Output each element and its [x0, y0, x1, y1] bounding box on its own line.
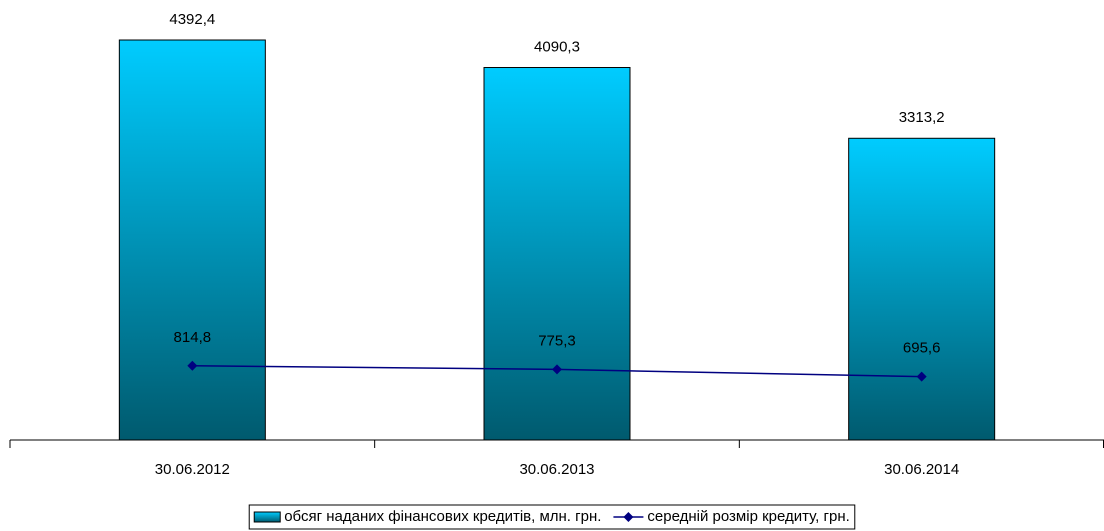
- x-tick-label: 30.06.2012: [155, 461, 230, 478]
- legend-marker: [623, 512, 634, 522]
- data-label: 4392,4: [169, 11, 215, 28]
- x-tick-label: 30.06.2013: [519, 461, 594, 478]
- legend-swatch: [253, 511, 281, 523]
- x-tick-label: 30.06.2014: [884, 461, 959, 478]
- legend: обсяг наданих фінансових кредитів, млн. …: [248, 504, 856, 530]
- legend-label: обсяг наданих фінансових кредитів, млн. …: [284, 508, 601, 525]
- marker: [187, 360, 198, 371]
- marker: [552, 364, 562, 375]
- bar: [483, 67, 631, 441]
- data-label: 814,8: [174, 329, 212, 346]
- data-label: 775,3: [538, 332, 576, 349]
- data-label: 695,6: [903, 340, 941, 357]
- bar: [118, 39, 266, 441]
- data-label: 3313,2: [899, 109, 945, 126]
- legend-label: середній розмір кредиту, грн.: [647, 508, 849, 525]
- legend-box: [248, 504, 856, 530]
- bar: [848, 137, 996, 441]
- data-label: 4090,3: [534, 38, 580, 55]
- marker: [916, 371, 927, 382]
